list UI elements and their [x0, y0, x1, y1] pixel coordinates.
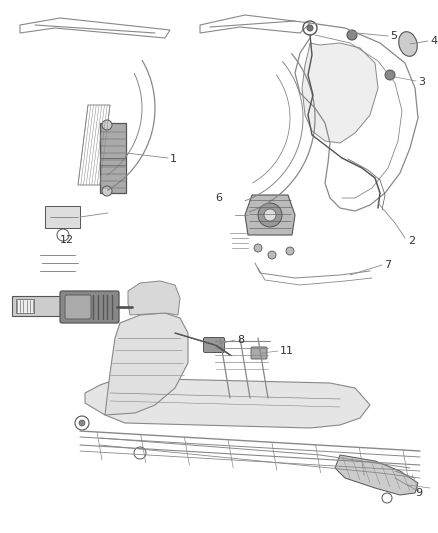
Text: 2: 2 — [408, 236, 415, 246]
Circle shape — [79, 420, 85, 426]
Circle shape — [286, 247, 294, 255]
Text: 9: 9 — [415, 488, 422, 498]
Circle shape — [385, 70, 395, 80]
Text: 1: 1 — [170, 154, 177, 164]
Text: 3: 3 — [418, 77, 425, 87]
Polygon shape — [128, 281, 180, 315]
FancyBboxPatch shape — [60, 291, 119, 323]
Polygon shape — [335, 455, 418, 495]
Polygon shape — [85, 378, 370, 428]
FancyBboxPatch shape — [204, 337, 225, 352]
Text: 11: 11 — [280, 346, 294, 356]
Circle shape — [307, 25, 313, 31]
Bar — [16, 299, 34, 313]
Circle shape — [254, 244, 262, 252]
Circle shape — [347, 30, 357, 40]
Ellipse shape — [399, 31, 417, 56]
Circle shape — [258, 203, 282, 227]
Circle shape — [264, 209, 276, 221]
Text: 6: 6 — [215, 193, 222, 203]
Bar — [100, 123, 126, 193]
Text: 12: 12 — [60, 235, 74, 245]
Polygon shape — [302, 43, 378, 143]
Circle shape — [102, 120, 112, 130]
Bar — [12, 296, 62, 316]
Circle shape — [102, 186, 112, 196]
Bar — [45, 206, 80, 228]
Circle shape — [268, 251, 276, 259]
Text: 5: 5 — [390, 31, 397, 41]
Polygon shape — [105, 313, 188, 415]
Text: 7: 7 — [384, 260, 391, 270]
FancyBboxPatch shape — [65, 295, 91, 319]
Polygon shape — [245, 195, 295, 235]
FancyBboxPatch shape — [251, 347, 267, 359]
Text: 4: 4 — [430, 36, 437, 46]
Text: 8: 8 — [237, 335, 244, 345]
